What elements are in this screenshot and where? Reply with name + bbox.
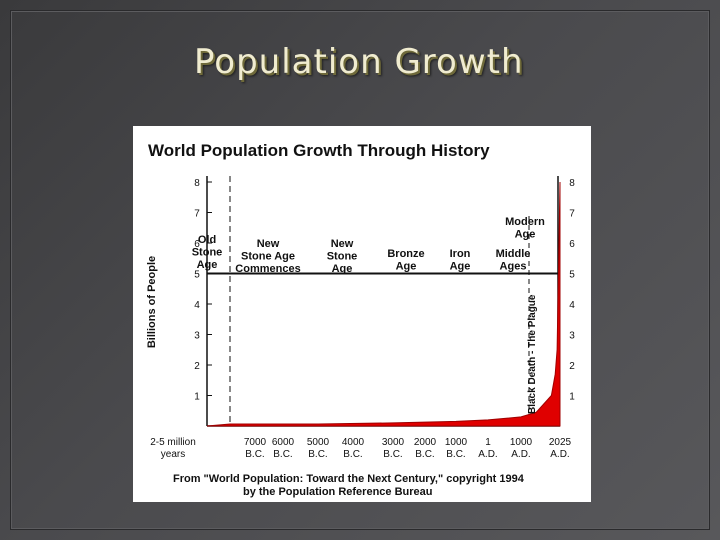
x-tick-t4: 4000: [342, 437, 365, 448]
y-tick-left-4: 4: [194, 300, 200, 311]
y-tick-left-6: 6: [194, 239, 200, 250]
era-new-stone-age-commences: New Stone Age Commences: [235, 238, 300, 275]
x-tick-t0: 2-5 million: [150, 437, 196, 448]
y-tick-left-3: 3: [194, 331, 200, 342]
chart-card: World Population Growth Through History …: [133, 126, 591, 502]
black-death-annotation: Black Death - The Plague: [527, 294, 538, 414]
y-tick-right-3: 3: [569, 331, 575, 342]
x-tick-t5: 3000: [382, 437, 405, 448]
x-tick-sub-t6: B.C.: [415, 449, 434, 460]
x-tick-t6: 2000: [414, 437, 437, 448]
y-tick-right-5: 5: [569, 270, 575, 281]
x-tick-t10: 2025: [549, 437, 572, 448]
x-tick-sub-t10: A.D.: [550, 449, 569, 460]
era-old-stone-age: Old Stone Age: [192, 234, 223, 271]
slide-frame: [10, 10, 710, 530]
x-tick-t7: 1000: [445, 437, 468, 448]
slide-title: Population Growth: [194, 42, 524, 82]
y-tick-right-8: 8: [569, 178, 575, 189]
y-tick-right-4: 4: [569, 300, 575, 311]
y-tick-right-7: 7: [569, 209, 575, 220]
x-tick-t2: 6000: [272, 437, 295, 448]
x-tick-sub-t3: B.C.: [308, 449, 327, 460]
era-new-stone-age: New Stone Age: [327, 238, 358, 275]
source-line-2: by the Population Reference Bureau: [243, 486, 432, 498]
x-tick-sub-t7: B.C.: [446, 449, 465, 460]
era-labels: Old Stone Age New Stone Age Commences New Stone…: [192, 216, 545, 275]
x-tick-sub-t2: B.C.: [273, 449, 292, 460]
era-modern-age: Modern Age: [505, 216, 545, 241]
x-tick-sub-t8: A.D.: [478, 449, 497, 460]
y-tick-left-2: 2: [194, 361, 200, 372]
era-bronze-age: Bronze Age: [387, 248, 424, 273]
y-tick-left-1: 1: [194, 392, 200, 403]
source-line-1: From "World Population: Toward the Next …: [173, 473, 525, 485]
x-tick-labels: 2-5 millionyears7000B.C.6000B.C.5000B.C.…: [150, 437, 571, 460]
y-axis-label: Billions of People: [146, 256, 158, 348]
x-tick-t8: 1: [485, 437, 491, 448]
y-tick-right-1: 1: [569, 392, 575, 403]
chart-grid: [206, 176, 560, 427]
y-tick-left-5: 5: [194, 270, 200, 281]
x-tick-sub-t5: B.C.: [383, 449, 402, 460]
x-tick-t1: 7000: [244, 437, 267, 448]
population-area: [206, 181, 561, 427]
y-tick-right-6: 6: [569, 239, 575, 250]
x-tick-sub-t9: A.D.: [511, 449, 530, 460]
x-tick-t9: 1000: [510, 437, 533, 448]
era-iron-age: Iron Age: [450, 248, 471, 273]
x-tick-t3: 5000: [307, 437, 330, 448]
x-tick-sub-t0: years: [161, 449, 185, 460]
era-middle-ages: Middle Ages: [496, 248, 531, 273]
y-tick-left-7: 7: [194, 209, 200, 220]
population-chart: World Population Growth Through History …: [146, 141, 575, 498]
y-tick-left-8: 8: [194, 178, 200, 189]
x-tick-sub-t4: B.C.: [343, 449, 362, 460]
chart-title: World Population Growth Through History: [148, 141, 490, 160]
y-tick-right-2: 2: [569, 361, 575, 372]
x-tick-sub-t1: B.C.: [245, 449, 264, 460]
y-tick-labels: 1 1 2 2 3 3 4 4 5 5 6 6 7 7 8 8: [194, 178, 575, 403]
